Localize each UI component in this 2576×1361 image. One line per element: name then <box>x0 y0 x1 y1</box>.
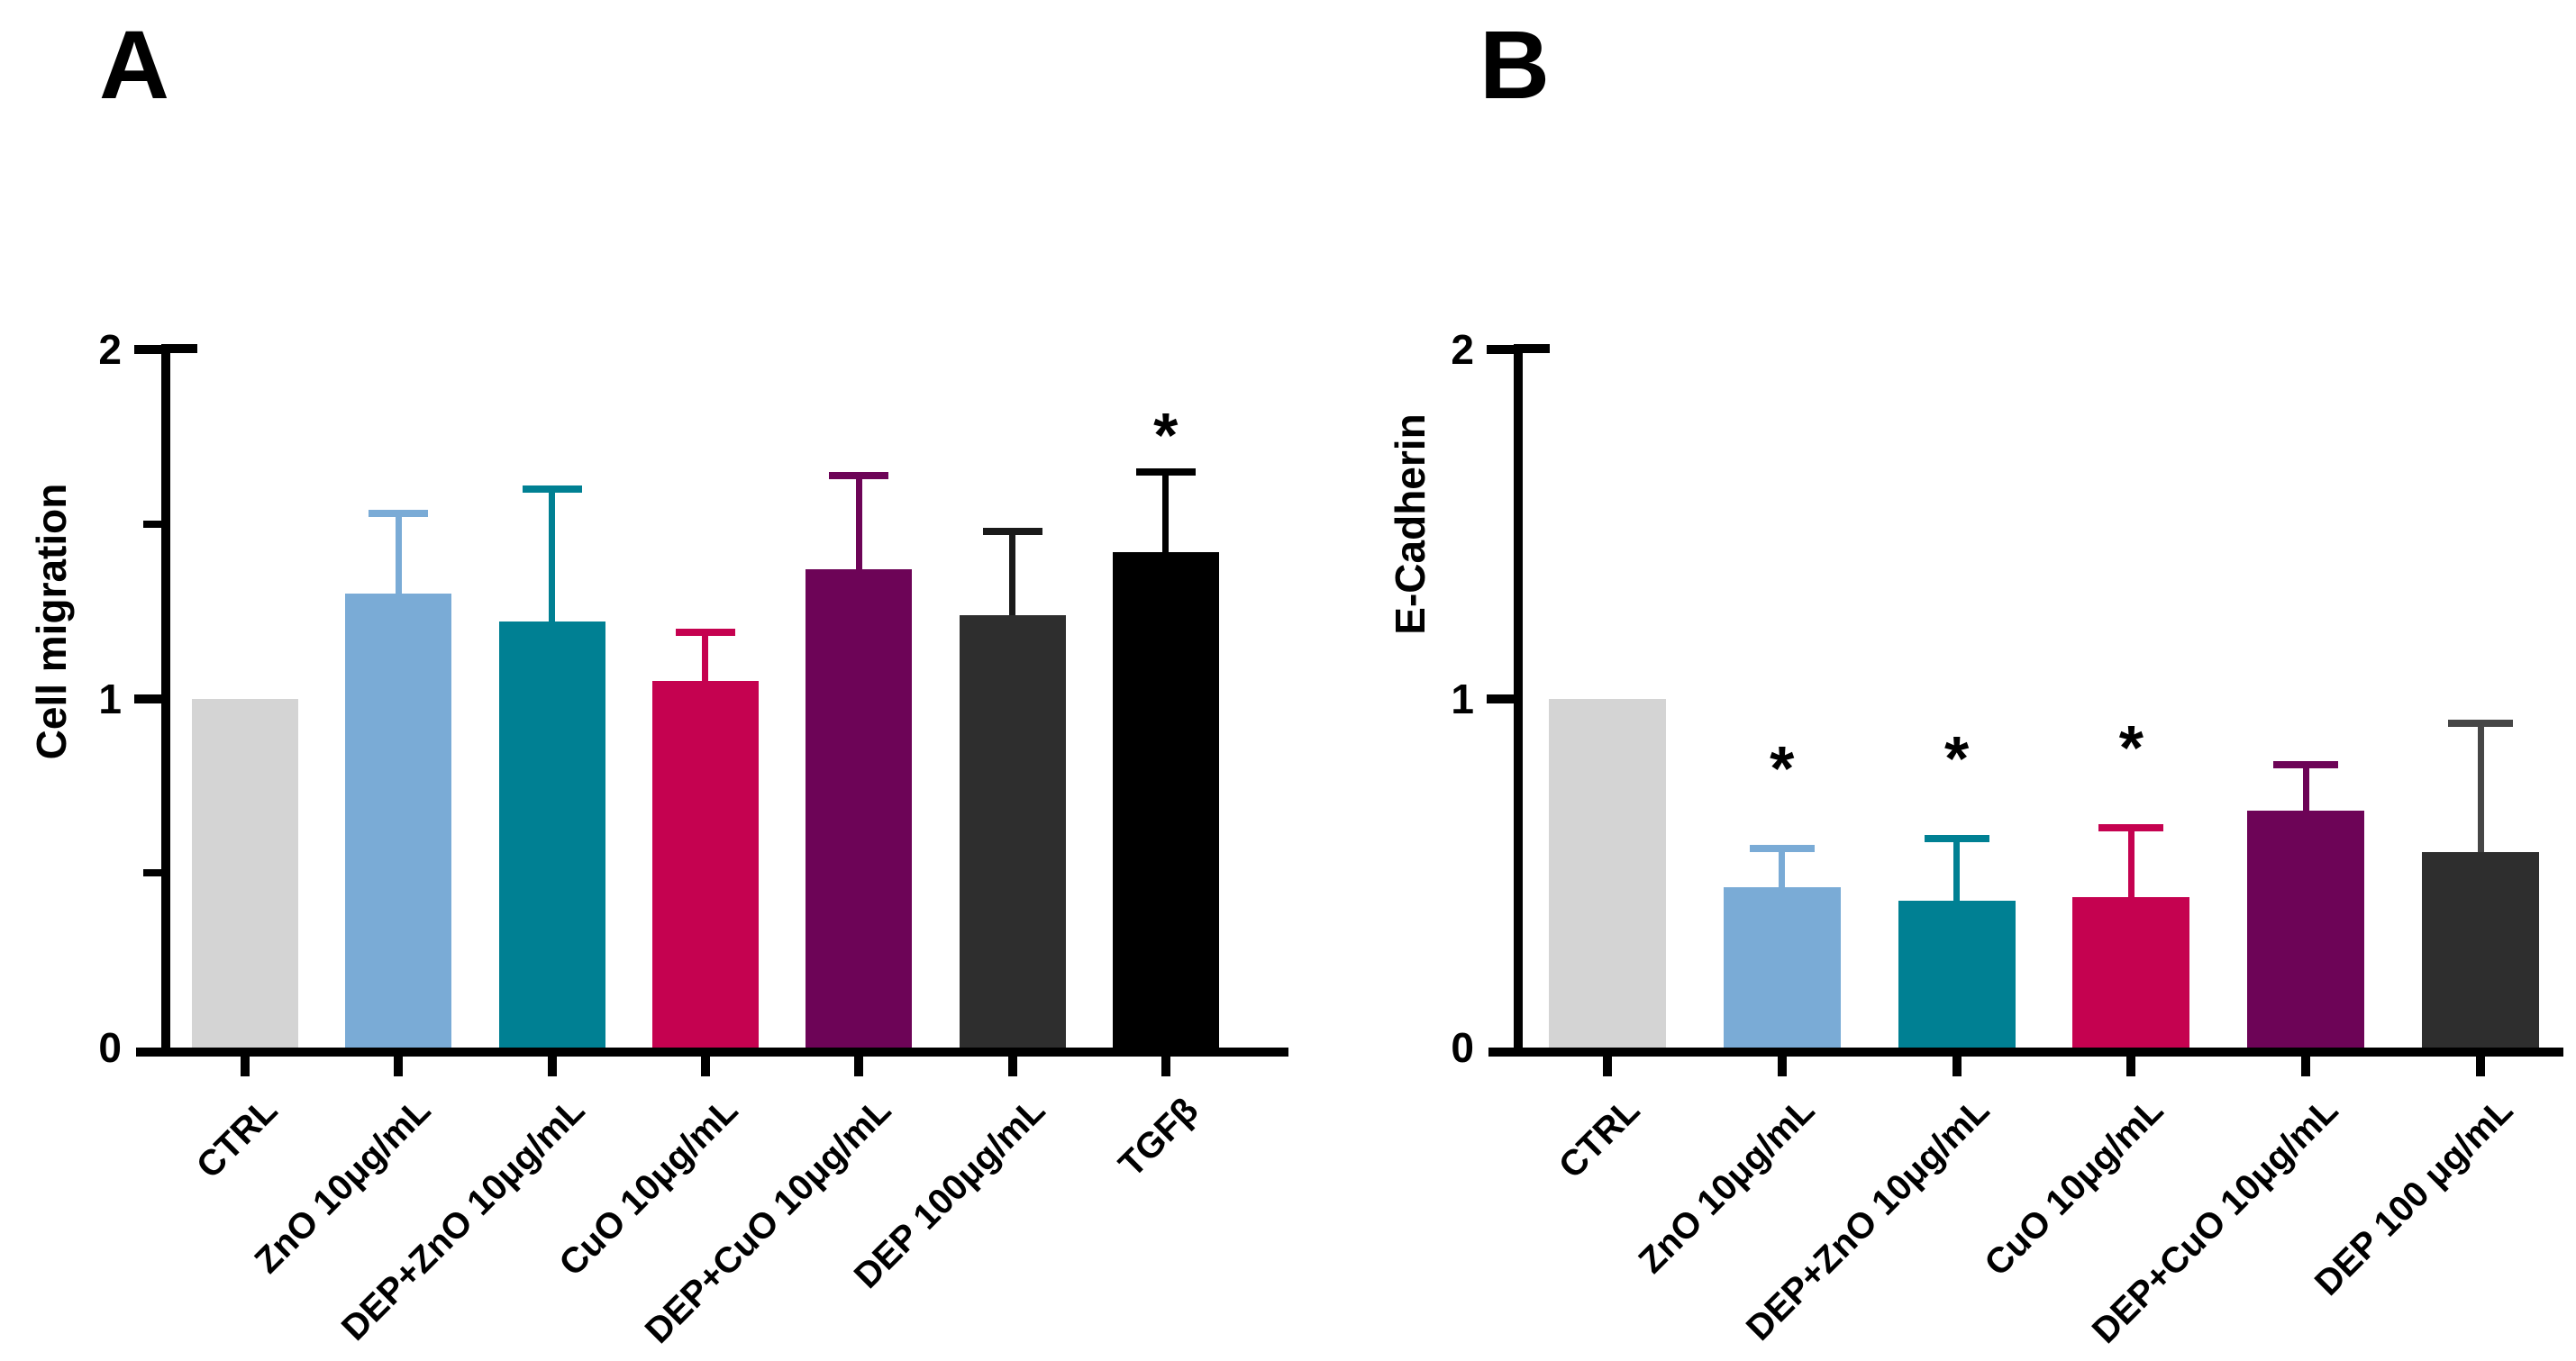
error-bar-line <box>395 513 402 594</box>
bar <box>2422 852 2539 1048</box>
x-tick <box>2476 1057 2485 1076</box>
y-axis-line <box>161 344 170 1048</box>
error-bar-line <box>1779 848 1786 887</box>
panel-b-y-axis-label: E-Cadherin <box>1387 413 1434 635</box>
significance-asterisk: * <box>1770 733 1795 804</box>
error-bar-line <box>1953 838 1961 902</box>
error-bar-line <box>1009 531 1015 615</box>
x-tick <box>1603 1057 1612 1076</box>
significance-asterisk: * <box>2118 712 2144 783</box>
y-axis-line <box>1514 344 1523 1048</box>
error-bar-cap <box>829 471 889 479</box>
x-tick <box>1777 1057 1787 1076</box>
error-bar-cap <box>2273 761 2339 769</box>
y-major-tick <box>1487 694 1514 703</box>
error-bar-cap <box>2098 823 2164 831</box>
y-major-tick <box>1487 345 1514 354</box>
y-minor-tick <box>143 520 161 528</box>
bar <box>192 698 298 1048</box>
panel-a-letter: A <box>99 10 169 119</box>
x-tick <box>854 1057 864 1076</box>
error-bar-cap <box>2448 719 2513 727</box>
y-major-tick <box>134 345 161 354</box>
bar <box>2247 810 2365 1048</box>
error-bar-line <box>1162 471 1170 552</box>
error-bar-line <box>2127 827 2135 898</box>
panel-b-letter: B <box>1479 10 1550 119</box>
y-tick-label: 1 <box>1451 675 1474 722</box>
x-tick <box>2301 1057 2311 1076</box>
x-axis-line <box>136 1048 1288 1057</box>
error-bar-cap <box>1924 834 1989 842</box>
bar <box>1723 886 1841 1048</box>
y-axis-top-hook <box>1523 344 1550 353</box>
y-major-tick <box>134 694 161 703</box>
y-axis-top-hook <box>170 344 197 353</box>
bar <box>959 614 1066 1048</box>
error-bar-cap <box>982 527 1042 535</box>
error-bar-line <box>855 475 862 570</box>
error-bar-cap <box>369 510 429 518</box>
y-tick-label: 0 <box>1451 1024 1474 1071</box>
x-tick <box>700 1057 710 1076</box>
error-bar-cap <box>675 628 735 636</box>
y-tick-label: 2 <box>98 326 122 373</box>
x-axis-line <box>1488 1048 2563 1057</box>
significance-asterisk: * <box>1943 722 1970 794</box>
bar <box>1898 901 2016 1048</box>
bar <box>806 569 913 1048</box>
x-tick <box>2126 1057 2136 1076</box>
error-bar-line <box>2477 722 2484 852</box>
bar <box>2072 897 2190 1048</box>
y-tick-label: 1 <box>98 675 122 722</box>
bar <box>1112 551 1219 1048</box>
bar <box>345 594 452 1048</box>
bar <box>1549 698 1666 1048</box>
error-bar-cap <box>1749 845 1815 853</box>
bar <box>498 622 605 1048</box>
y-minor-tick <box>143 869 161 877</box>
error-bar-line <box>702 631 709 682</box>
x-tick <box>394 1057 404 1076</box>
error-bar-cap <box>522 485 582 493</box>
x-tick <box>1007 1057 1017 1076</box>
error-bar-cap <box>1135 467 1196 476</box>
x-tick <box>547 1057 557 1076</box>
y-tick-label: 2 <box>1451 326 1474 373</box>
x-tick <box>1161 1057 1170 1076</box>
error-bar-line <box>2302 765 2309 811</box>
bar <box>651 681 759 1048</box>
x-tick <box>1952 1057 1962 1076</box>
y-tick-label: 0 <box>98 1024 122 1071</box>
significance-asterisk: * <box>1153 399 1179 470</box>
x-tick <box>241 1057 250 1076</box>
error-bar-line <box>549 489 556 622</box>
